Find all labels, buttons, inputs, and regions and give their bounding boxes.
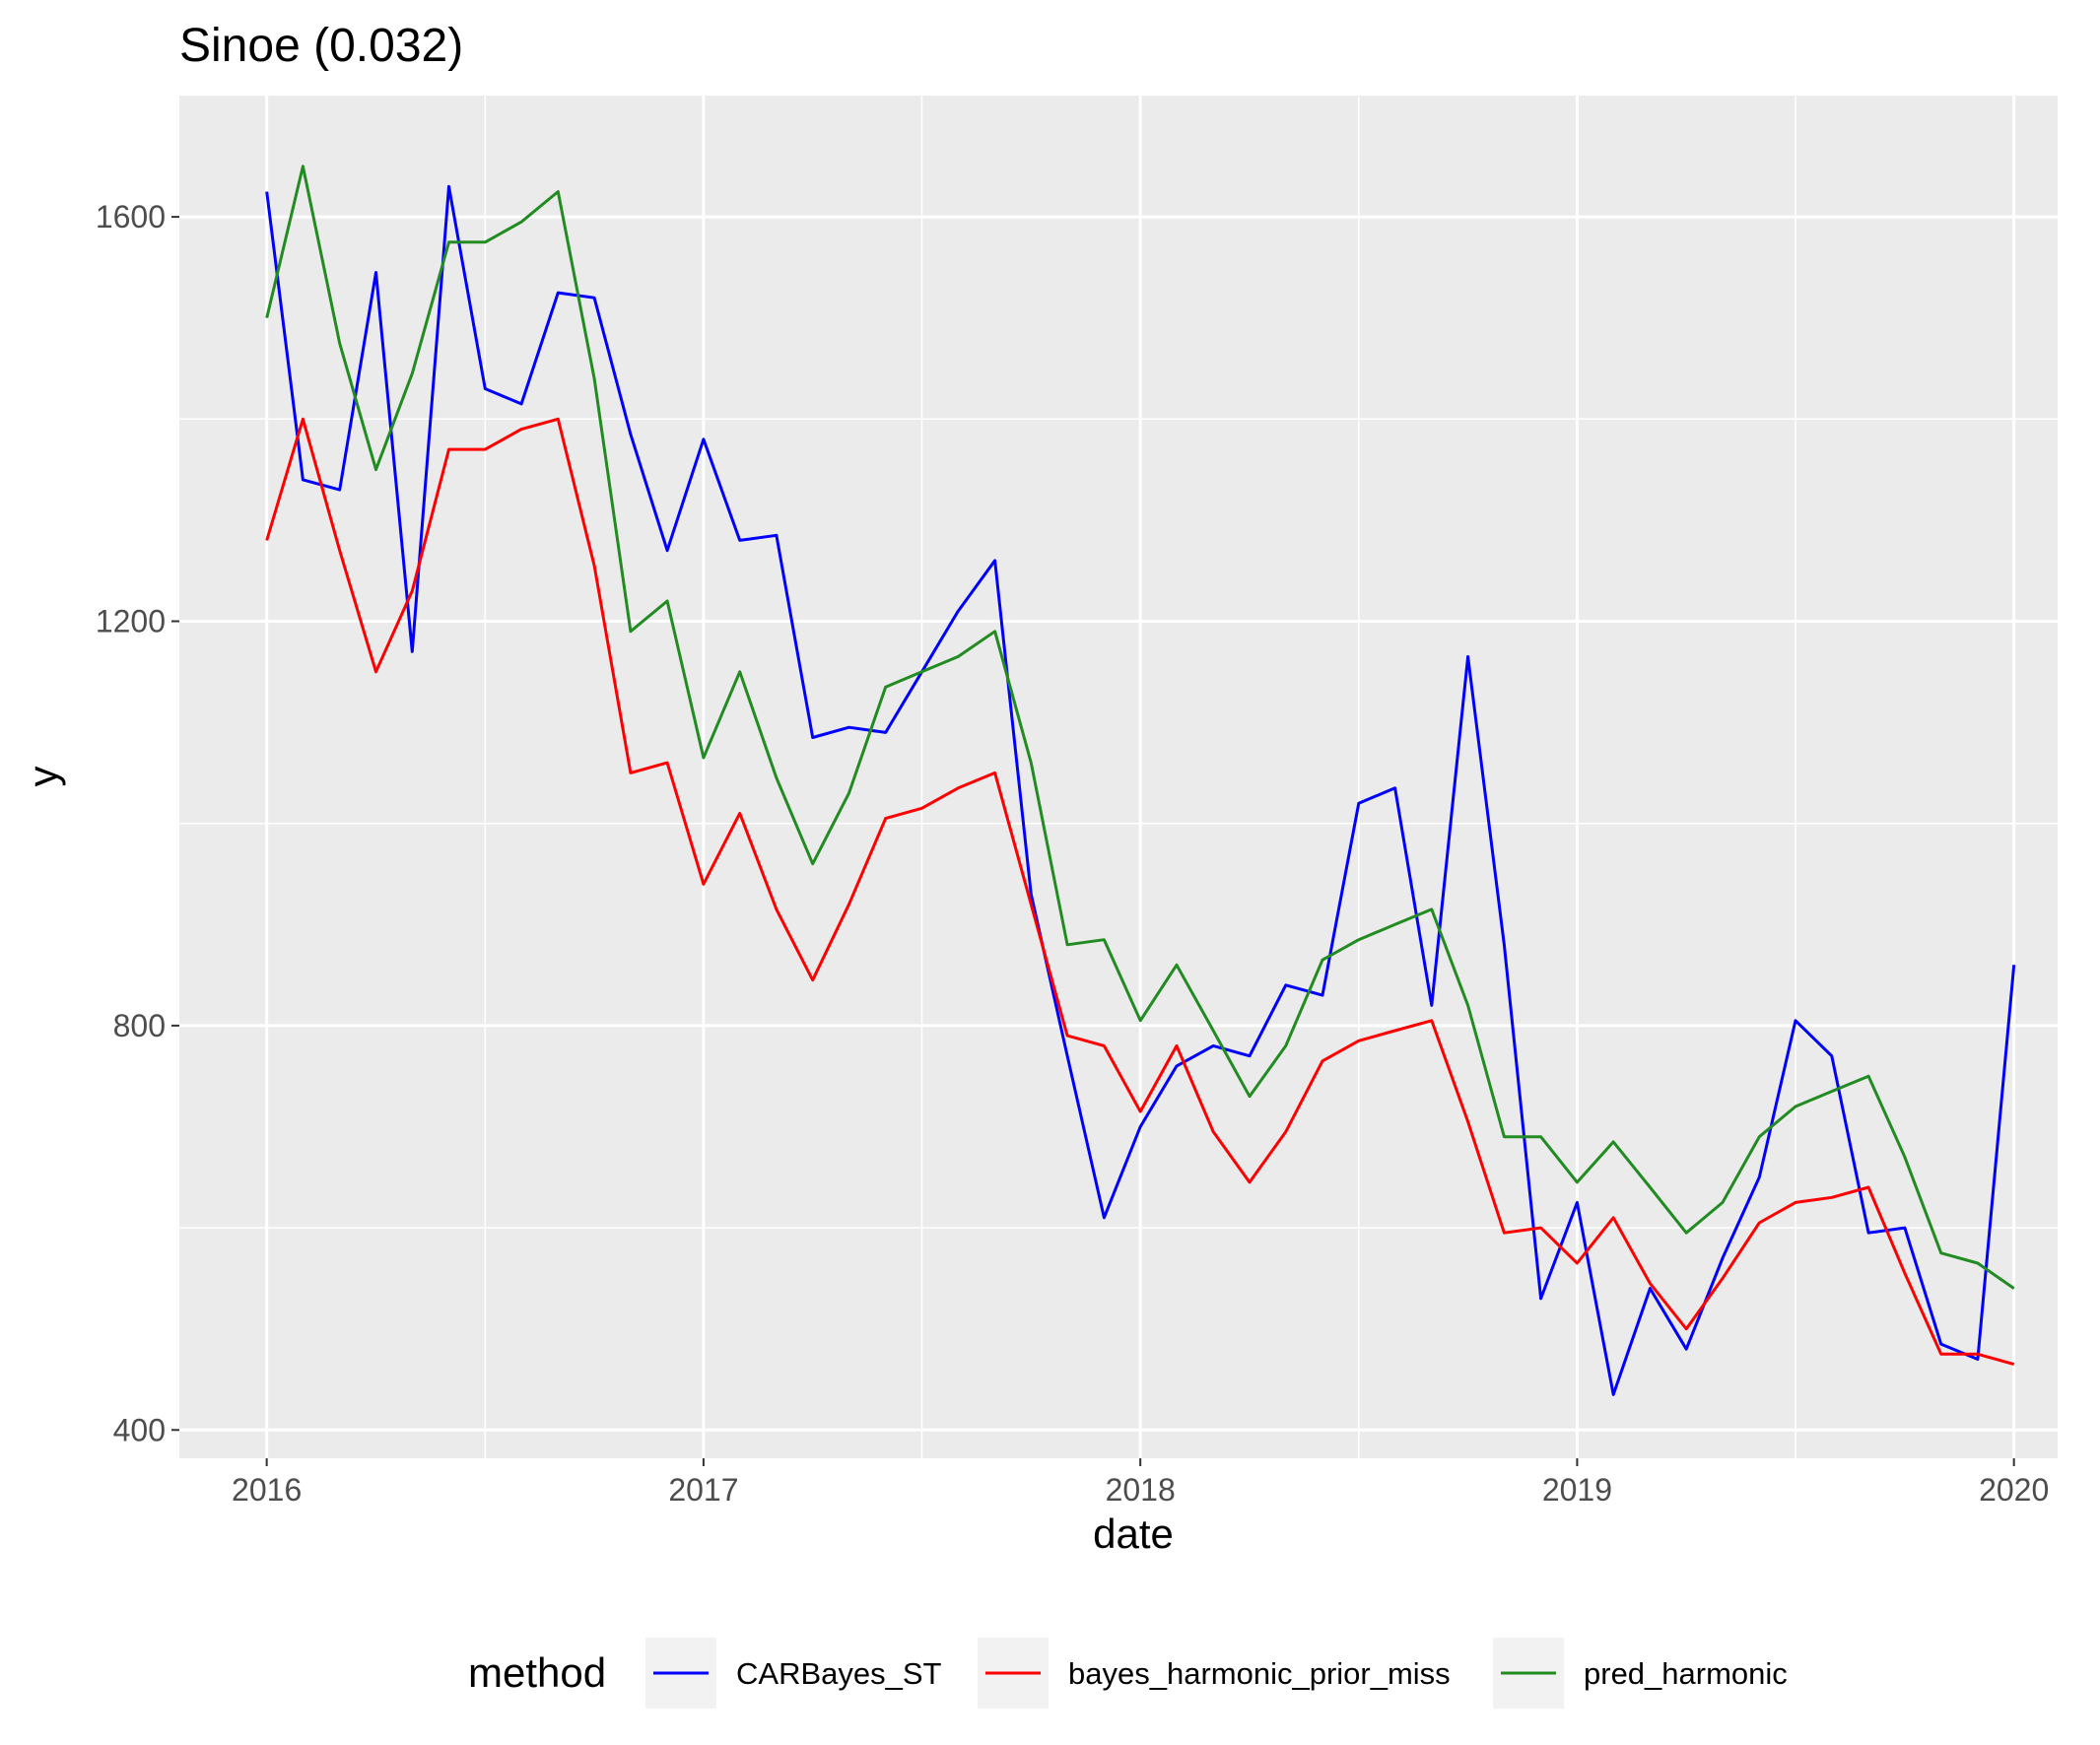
legend: method CARBayes_ST bayes_harmonic_prior_m… <box>468 1638 1788 1709</box>
y-axis-title: y <box>20 767 66 787</box>
legend-label: bayes_harmonic_prior_miss <box>1068 1656 1451 1691</box>
x-axis: 2016 2017 2018 2019 2020 <box>232 1458 2049 1508</box>
x-tick-label: 2018 <box>1106 1472 1176 1508</box>
y-axis: 400 800 1200 1600 <box>96 199 179 1447</box>
x-tick-label: 2019 <box>1542 1472 1612 1508</box>
y-tick-label: 800 <box>113 1008 166 1043</box>
grid-minor <box>179 96 2058 1458</box>
x-tick-label: 2016 <box>232 1472 302 1508</box>
y-tick-label: 1200 <box>96 604 166 639</box>
series-line-pred_harmonic <box>265 165 2015 1290</box>
x-tick-label: 2017 <box>668 1472 738 1508</box>
legend-title: method <box>468 1649 606 1696</box>
series-line-CARBayes_ST <box>265 184 2016 1396</box>
series-line-bayes_harmonic_prior_miss <box>265 417 2015 1367</box>
x-tick-label: 2020 <box>1979 1472 2049 1508</box>
chart-title: Sinoe (0.032) <box>179 20 463 72</box>
legend-label: pred_harmonic <box>1584 1656 1788 1691</box>
y-tick-label: 400 <box>113 1412 166 1447</box>
x-axis-title: date <box>1093 1510 1174 1557</box>
series-lines <box>265 165 2016 1396</box>
plot-panel <box>179 96 2058 1458</box>
legend-label: CARBayes_ST <box>736 1656 942 1691</box>
y-tick-label: 1600 <box>96 199 166 235</box>
grid-major <box>179 96 2058 1458</box>
